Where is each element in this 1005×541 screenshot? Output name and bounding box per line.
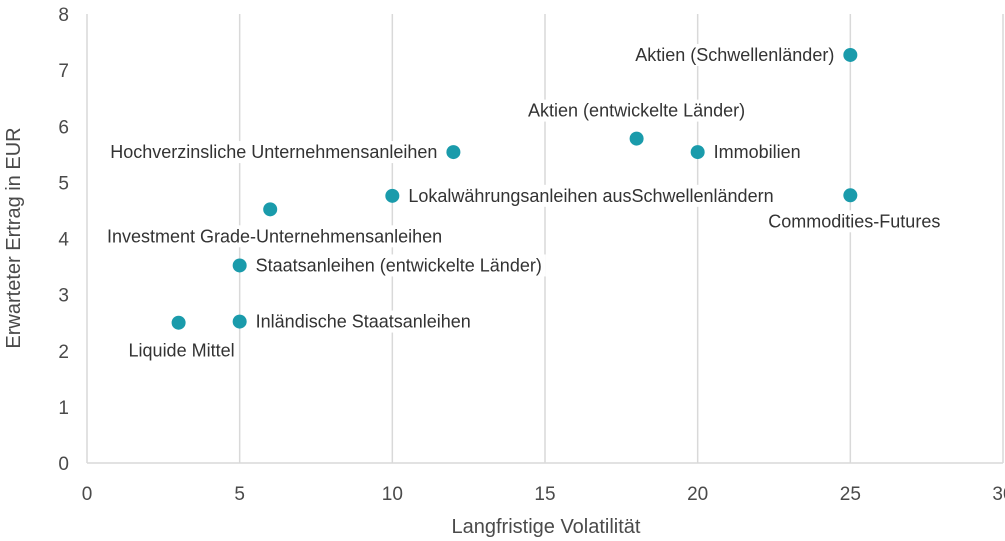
point-label: Inländische Staatsanleihen (256, 312, 471, 332)
point-label: Investment Grade-Unternehmensanleihen (107, 226, 442, 246)
point-label: Immobilien (714, 142, 801, 162)
point-label: Lokalwährungsanleihen ausSchwellenländer… (408, 186, 773, 206)
point-label-background (251, 254, 546, 277)
point-label: Staatsanleihen (entwickelte Länder) (256, 255, 542, 275)
point-label-background (631, 43, 839, 66)
y-tick-label: 0 (58, 454, 69, 475)
x-tick-label: 20 (687, 484, 708, 505)
data-point (171, 315, 186, 330)
point-label-group: Liquide Mittel (124, 339, 239, 362)
point-label-group: Inländische Staatsanleihen (251, 310, 475, 333)
data-point (629, 131, 644, 146)
point-label-background (102, 225, 447, 248)
y-tick-label: 6 (58, 117, 69, 138)
point-label-group: Staatsanleihen (entwickelte Länder) (251, 254, 546, 277)
point-label-group: Immobilien (709, 141, 805, 164)
point-label-background (524, 99, 750, 122)
grid-layer (86, 14, 1004, 464)
y-tick-label: 3 (58, 286, 69, 307)
x-tick-label: 0 (82, 484, 93, 505)
x-tick-label: 15 (534, 484, 555, 505)
data-point (843, 188, 858, 203)
y-tick-labels: 0 1 2 3 4 5 6 7 8 (58, 5, 69, 475)
data-point (843, 47, 858, 62)
x-tick-labels: 0 5 10 15 20 25 30 (82, 484, 1005, 505)
point-label-background (404, 184, 778, 207)
point-label-background (764, 210, 945, 233)
point-label: Liquide Mittel (129, 341, 235, 361)
point-label: Aktien (entwickelte Länder) (528, 101, 745, 121)
point-label-background (124, 339, 239, 362)
point-label-group: Commodities-Futures (764, 210, 945, 233)
y-tick-label: 1 (58, 398, 69, 419)
data-point (446, 145, 461, 160)
y-tick-label: 2 (58, 342, 69, 363)
data-point (385, 188, 400, 203)
point-label-background (106, 141, 442, 164)
x-tick-label: 30 (992, 484, 1005, 505)
data-point (232, 258, 247, 273)
x-axis-title: Langfristige Volatilität (451, 516, 640, 538)
point-label-group: Investment Grade-Unternehmensanleihen (102, 225, 447, 248)
data-point (232, 314, 247, 329)
point-label: Hochverzinsliche Unternehmensanleihen (110, 142, 437, 162)
y-tick-label: 5 (58, 173, 69, 194)
data-points (171, 47, 858, 330)
y-tick-label: 8 (58, 5, 69, 26)
x-tick-label: 10 (382, 484, 403, 505)
point-label-background (709, 141, 805, 164)
point-label-background (251, 310, 475, 333)
point-label-group: Hochverzinsliche Unternehmensanleihen (106, 141, 442, 164)
data-point (690, 145, 705, 160)
y-tick-label: 7 (58, 61, 69, 82)
y-axis-title: Erwarteter Ertrag in EUR (3, 127, 25, 348)
point-label-group: Lokalwährungsanleihen ausSchwellenländer… (404, 184, 778, 207)
point-label-group: Aktien (Schwellenländer) (631, 43, 839, 66)
x-tick-label: 5 (234, 484, 245, 505)
data-point (263, 202, 278, 217)
point-label: Commodities-Futures (768, 211, 940, 231)
point-label-group: Aktien (entwickelte Länder) (524, 99, 750, 122)
y-tick-label: 4 (58, 230, 69, 251)
point-label: Aktien (Schwellenländer) (635, 45, 834, 65)
x-tick-label: 25 (840, 484, 861, 505)
point-labels: Liquide Mittel Inländische Staatsanleihen… (102, 43, 945, 362)
